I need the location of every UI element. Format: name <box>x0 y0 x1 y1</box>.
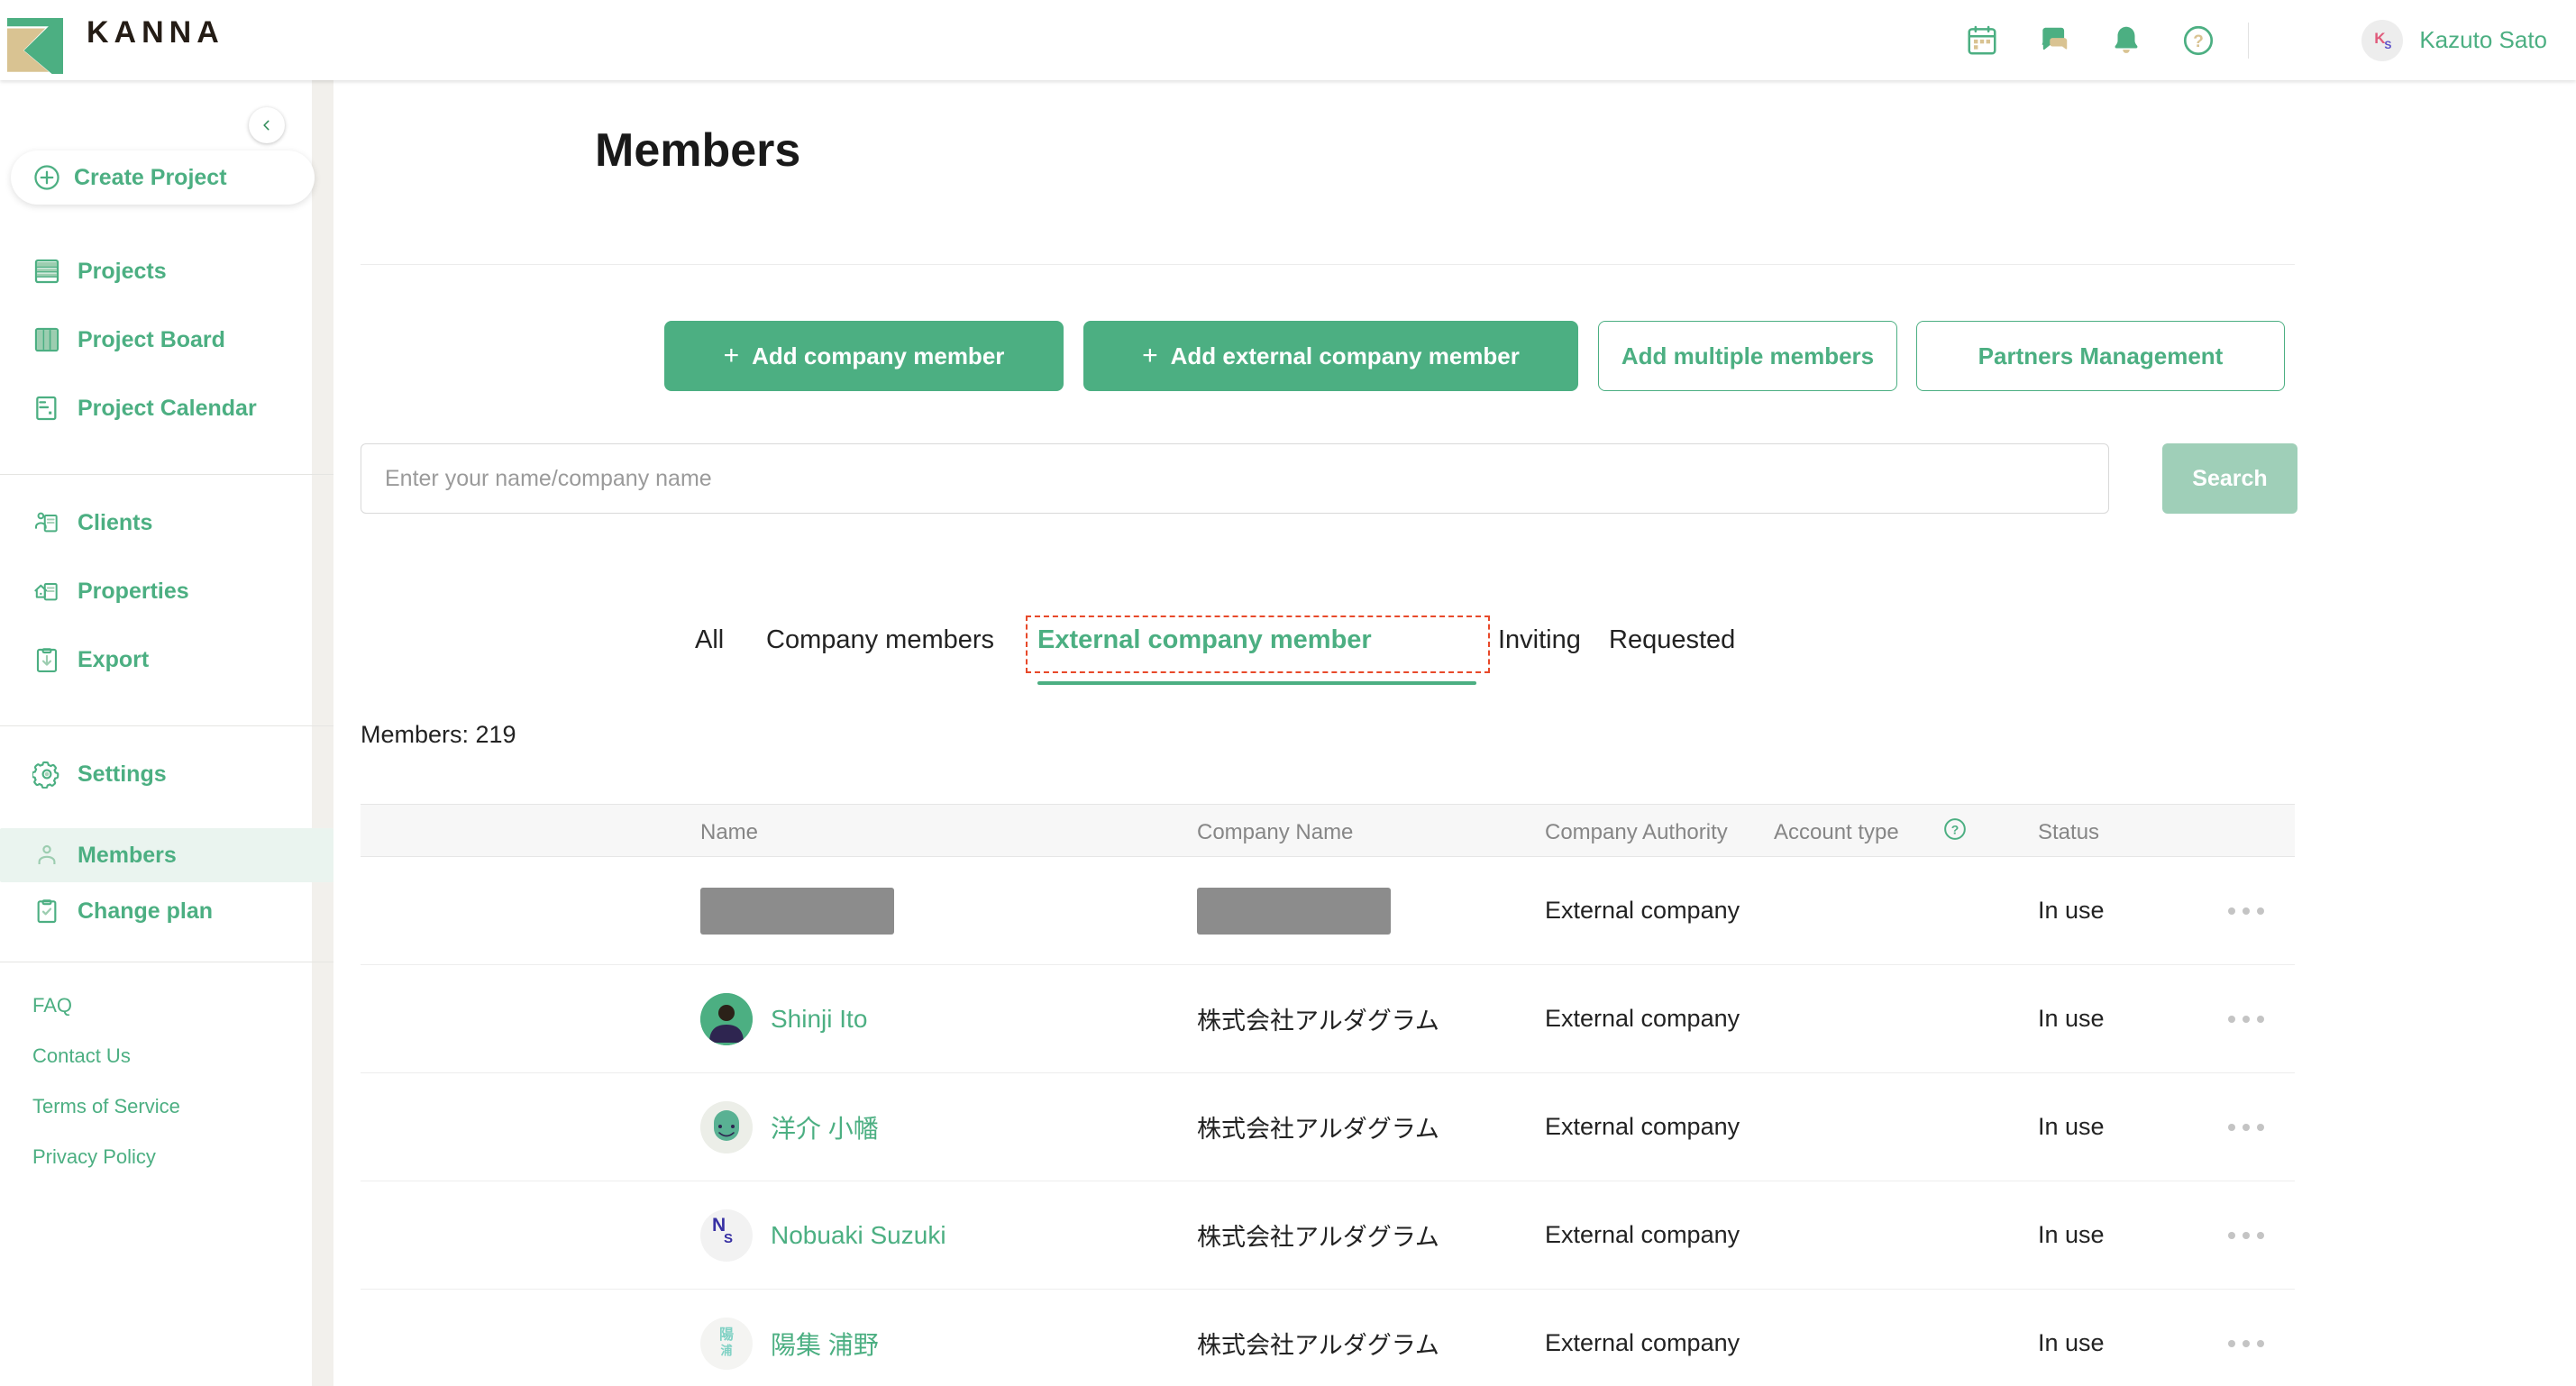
svg-text:?: ? <box>2193 32 2204 51</box>
svg-text:?: ? <box>1951 822 1959 836</box>
